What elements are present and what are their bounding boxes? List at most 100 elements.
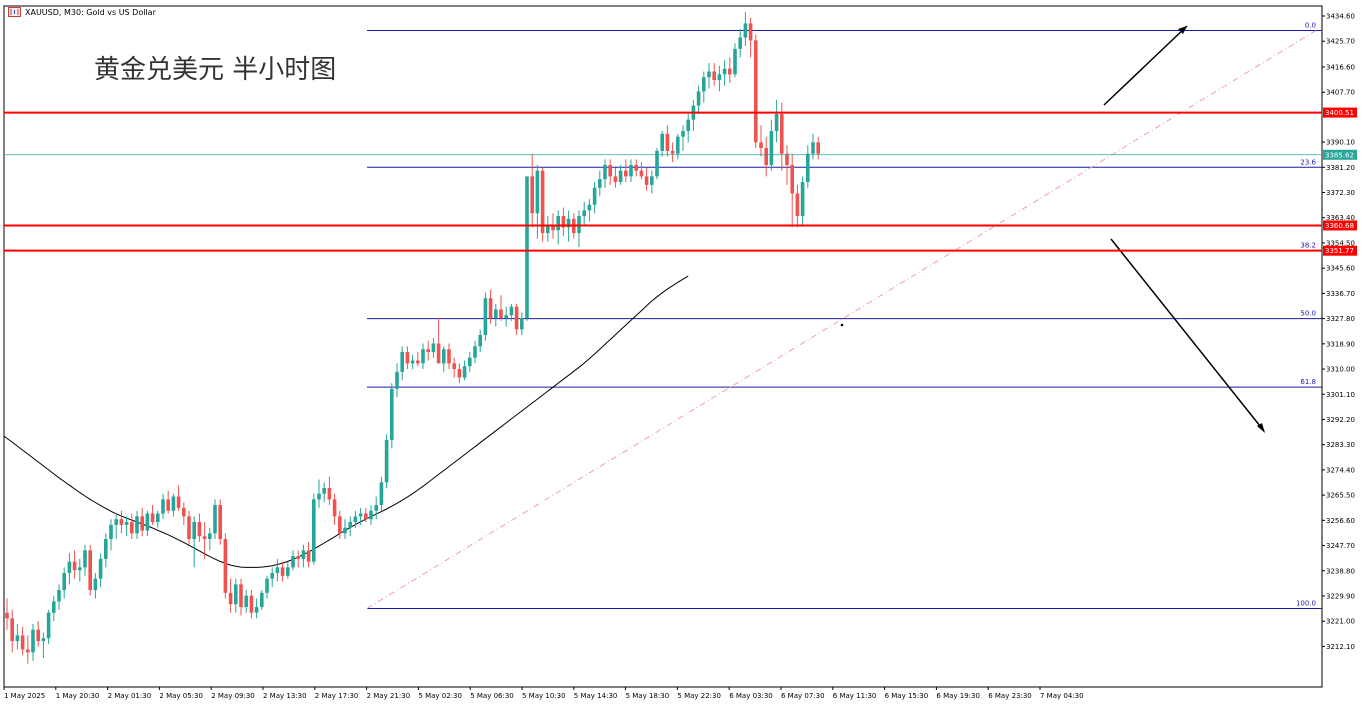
candle-body (208, 533, 212, 540)
candle-body (738, 37, 742, 49)
price-tick-label: 3372.30 (1326, 189, 1355, 197)
candle (452, 357, 456, 378)
candle-body (608, 165, 612, 177)
price-tick-label: 3416.60 (1326, 64, 1355, 72)
time-tick-label: 2 May 13:30 (263, 692, 307, 700)
candle-body (291, 556, 295, 568)
current-price-tag-box (1323, 149, 1357, 160)
candle (722, 60, 727, 86)
time-tick-label: 2 May 09:30 (211, 692, 255, 700)
candle (780, 102, 784, 171)
candle (514, 303, 519, 336)
candle (691, 99, 696, 132)
fib-level-label: 38.2 (1300, 242, 1316, 250)
candle-body (509, 306, 514, 316)
candle (416, 352, 420, 367)
price-tick-label: 3283.30 (1326, 441, 1355, 449)
candle-body (166, 499, 170, 511)
chart-window-icon (8, 7, 21, 17)
candle-body (46, 612, 51, 639)
candle-body (426, 349, 430, 353)
candle (62, 567, 66, 599)
candle (72, 550, 77, 579)
candle (587, 199, 592, 222)
candle (759, 125, 763, 157)
candle-body (374, 505, 378, 511)
candle-body (816, 142, 820, 154)
candle (754, 34, 758, 149)
candle (348, 516, 352, 537)
level-tag-box (1323, 245, 1357, 256)
candle-body (676, 136, 680, 154)
price-tick-label: 3425.70 (1326, 38, 1355, 46)
candle (785, 145, 789, 185)
candle (166, 490, 170, 514)
candle-body (431, 343, 436, 353)
price-tick-label: 3327.80 (1326, 315, 1355, 323)
candle-body (551, 224, 555, 231)
arrow-down-right-head (1257, 423, 1265, 433)
candle (540, 167, 545, 242)
price-tick-label: 3256.60 (1326, 517, 1355, 525)
candle (140, 507, 144, 537)
candle-body (442, 349, 446, 364)
candle-body (561, 216, 566, 228)
chart-title: XAUUSD, M30: Gold vs US Dollar (25, 8, 156, 17)
price-tick-label: 3229.90 (1326, 592, 1355, 600)
candle-body (88, 550, 92, 591)
candle-body (717, 74, 722, 81)
price-tick-label: 3407.70 (1326, 89, 1355, 97)
candle (650, 170, 654, 194)
candle (639, 162, 644, 180)
candle-body (566, 218, 571, 228)
candle (421, 343, 425, 370)
candle (57, 584, 61, 610)
candle-body (483, 298, 488, 336)
candle-body (20, 635, 25, 650)
candle (182, 502, 186, 525)
candle (332, 493, 337, 525)
candle-body (681, 131, 685, 137)
candle (379, 476, 384, 511)
candle (644, 167, 649, 191)
candle-body (468, 357, 472, 367)
price-tags: 3400.51 3360.68 3351.77 3385.62 (1323, 107, 1357, 256)
candle (676, 133, 680, 160)
candle-body (301, 550, 306, 559)
candle (239, 578, 243, 616)
candle-body (499, 309, 503, 319)
fib-level-label: 23.6 (1300, 158, 1316, 166)
candle-body (369, 510, 373, 520)
candle-body (748, 23, 753, 41)
candle (52, 595, 56, 622)
candle (176, 485, 181, 511)
time-tick-label: 2 May 17:30 (315, 692, 359, 700)
candle-body (514, 306, 519, 330)
candle (5, 598, 9, 630)
time-tick-label: 5 May 22:30 (677, 692, 721, 700)
moving-average (3, 275, 689, 568)
candle-body (36, 629, 40, 642)
candle (696, 85, 701, 115)
candle-body (249, 595, 254, 613)
candle-body (556, 216, 560, 231)
candle-body (93, 578, 98, 591)
candle (286, 561, 290, 579)
fib-level-label: 0.0 (1305, 21, 1316, 29)
candle (577, 210, 581, 248)
candle-body (140, 516, 144, 531)
candle-body (400, 352, 404, 372)
candle-body (806, 153, 810, 183)
time-tick-label: 5 May 18:30 (626, 692, 670, 700)
candle (504, 306, 508, 327)
candle (400, 346, 404, 381)
time-tick-label: 2 May 01:30 (108, 692, 152, 700)
candle (811, 133, 815, 160)
candle (223, 533, 228, 599)
price-tick-label: 3381.20 (1326, 164, 1355, 172)
candle-body (78, 567, 82, 571)
candle (36, 621, 40, 647)
level-tag-box (1323, 220, 1357, 231)
candle-body (332, 499, 337, 517)
